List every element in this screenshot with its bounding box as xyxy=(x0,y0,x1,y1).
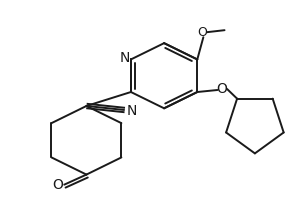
Text: O: O xyxy=(216,82,227,96)
Text: N: N xyxy=(120,51,130,65)
Text: O: O xyxy=(197,26,207,39)
Text: O: O xyxy=(53,178,64,192)
Text: N: N xyxy=(126,103,136,118)
